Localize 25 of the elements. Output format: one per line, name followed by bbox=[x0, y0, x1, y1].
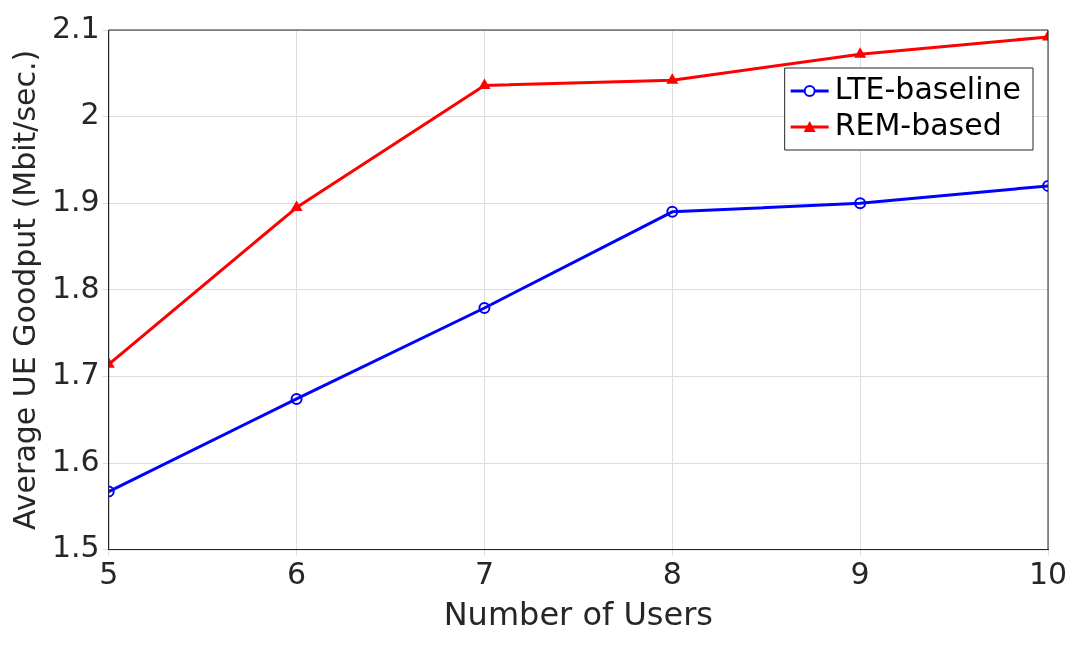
x-tick-label: 10 bbox=[1028, 556, 1068, 592]
point bbox=[854, 197, 867, 210]
x-axis-title: Number of Users bbox=[443, 595, 714, 634]
point bbox=[291, 201, 302, 212]
y-tick-label: 1.5 bbox=[51, 529, 100, 565]
x-tick-label: 6 bbox=[287, 556, 307, 592]
point bbox=[854, 48, 866, 58]
y-tick-label: 1.7 bbox=[51, 356, 100, 392]
point bbox=[666, 205, 679, 218]
y-axis-title: Average UE Goodput (Mbit/sec.) bbox=[6, 49, 42, 530]
point bbox=[666, 74, 678, 84]
legend-label: LTE-baseline bbox=[834, 70, 1021, 106]
x-tick-label: 5 bbox=[99, 556, 119, 592]
y-tick-label: 2.1 bbox=[51, 9, 100, 45]
y-tick-label: 2 bbox=[80, 96, 100, 132]
x-tick-label: 9 bbox=[850, 556, 870, 592]
x-tick-label: 7 bbox=[474, 556, 494, 592]
y-tick-label: 1.9 bbox=[51, 183, 100, 218]
point bbox=[290, 392, 303, 405]
y-tick-label: 1.8 bbox=[51, 269, 100, 305]
y-tick-label: 1.6 bbox=[51, 442, 100, 478]
x-tick-label: 8 bbox=[662, 556, 682, 592]
point bbox=[479, 79, 490, 89]
legend-label: REM-based bbox=[834, 106, 1002, 142]
point bbox=[478, 301, 491, 314]
